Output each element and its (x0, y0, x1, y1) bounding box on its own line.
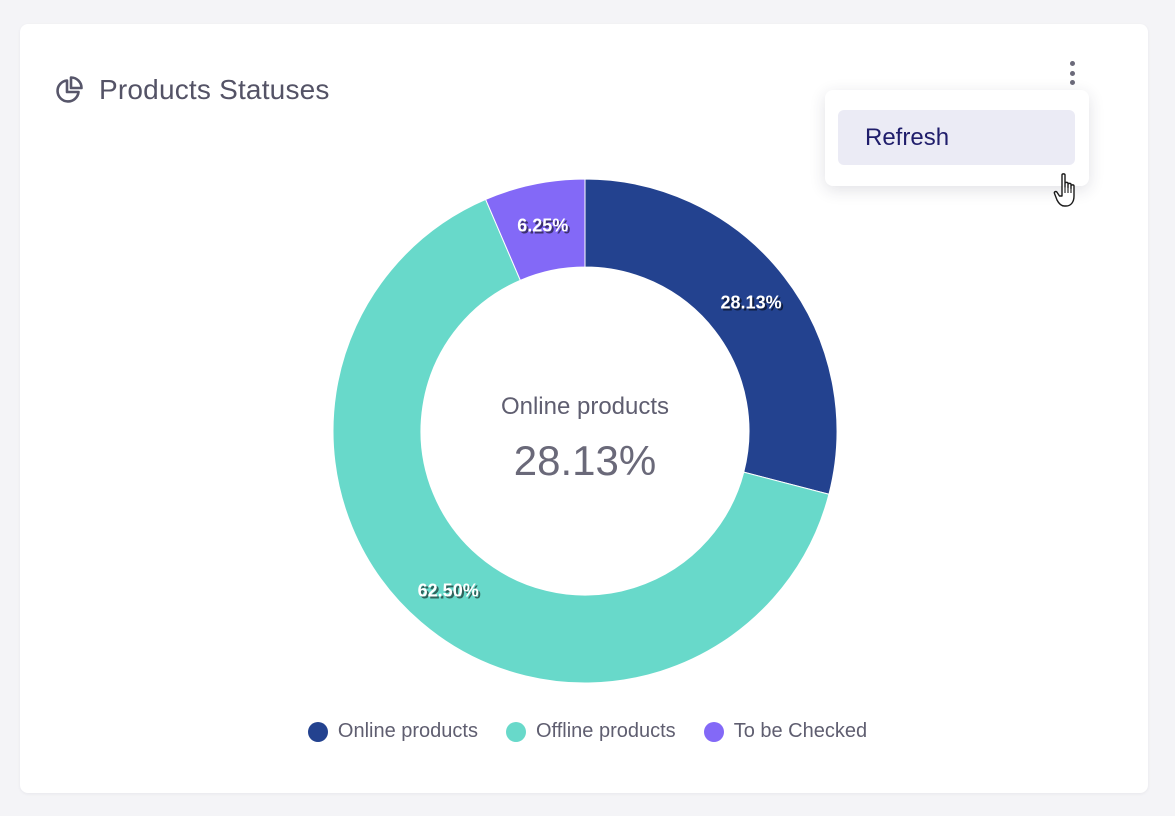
card-title: Products Statuses (99, 74, 330, 105)
legend-dot (505, 721, 526, 742)
legend-item-online-products[interactable]: Online products (307, 720, 478, 743)
legend-label: To be Checked (733, 720, 868, 742)
slice-offline-products[interactable] (332, 198, 830, 684)
center-value: 28.13% (514, 437, 656, 484)
kebab-menu-button[interactable] (1058, 56, 1086, 90)
slice-offline-products-label-shadow: 62.50% (420, 582, 481, 602)
slice-to-be-checked[interactable] (484, 178, 586, 281)
refresh-menu-item[interactable]: Refresh (838, 110, 1075, 165)
slice-to-be-checked-label-shadow: 6.25% (519, 217, 570, 237)
chart-slices (332, 178, 838, 684)
legend-dot (703, 721, 724, 742)
legend-item-offline-products[interactable]: Offline products (505, 720, 676, 743)
center-label: Online products (501, 393, 669, 420)
refresh-menu-item-label: Refresh (865, 123, 950, 151)
kebab-menu-icon-dot (1069, 79, 1075, 85)
slice-online-products[interactable] (584, 178, 838, 495)
chart-slice-labels: 28.13%28.13%62.50%62.50%6.25%6.25% (418, 215, 784, 602)
dropdown-menu: Refresh (825, 90, 1089, 186)
slice-offline-products-label: 62.50% (418, 580, 479, 600)
slice-online-products-label: 28.13% (721, 292, 782, 312)
legend-label: Online products (337, 720, 478, 742)
kebab-menu-icon-dot (1069, 70, 1075, 76)
kebab-menu-icon (1069, 61, 1075, 67)
legend-label: Offline products (535, 720, 676, 742)
chart-legend: Online products Offline products To be Che… (0, 720, 1175, 743)
pie-chart-icon (54, 75, 84, 105)
legend-dot (307, 721, 328, 742)
card-header: Products Statuses (54, 72, 330, 108)
slice-to-be-checked-label: 6.25% (517, 215, 568, 235)
slice-online-products-label-shadow: 28.13% (723, 294, 784, 314)
legend-item-to-be-checked[interactable]: To be Checked (703, 720, 868, 743)
